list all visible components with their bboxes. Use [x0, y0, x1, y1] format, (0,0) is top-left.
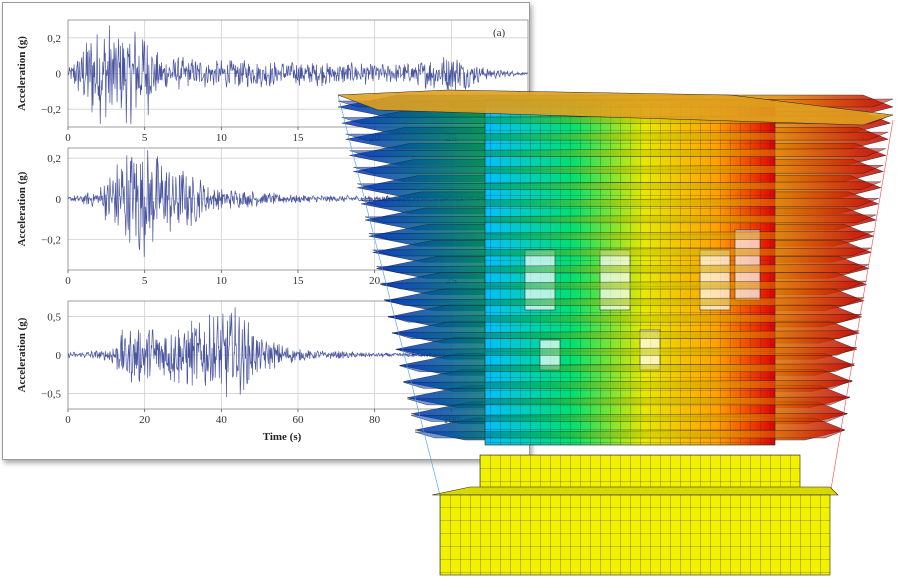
base-mesh	[440, 495, 830, 575]
floor-slab-edge	[361, 198, 879, 207]
floor-slab-edge	[364, 214, 877, 224]
floor-slab-edge	[368, 231, 874, 240]
floor-slab-edge	[345, 131, 889, 141]
x-tick-label: 0	[65, 275, 71, 287]
y-tick-label: −0,2	[41, 235, 61, 247]
building-mesh	[337, 89, 894, 576]
x-tick-label: 20	[139, 414, 151, 426]
x-tick-label: 20	[369, 275, 381, 287]
podium-mesh	[480, 455, 800, 490]
base-top	[431, 486, 839, 496]
floor-slab-edge	[411, 413, 848, 422]
outline-edge	[337, 94, 441, 496]
x-tick-label: 10	[216, 132, 228, 144]
x-axis-label: Time (s)	[263, 431, 302, 443]
floor-slab-edge	[391, 330, 860, 339]
y-tick-label: −0,5	[41, 389, 61, 401]
outline-edge	[829, 119, 894, 496]
x-tick-label: 40	[216, 414, 228, 426]
x-tick-label: 15	[293, 132, 305, 144]
x-tick-label: 5	[142, 132, 148, 144]
floor-slab-edge	[407, 396, 850, 406]
floor-slab-edge	[357, 181, 882, 190]
y-tick-label: 0,5	[47, 311, 61, 323]
x-tick-label: 0	[65, 132, 71, 144]
floor-slab-edge	[380, 280, 867, 290]
floor-slab-edge	[395, 347, 858, 356]
x-tick-label: 5	[142, 275, 148, 287]
y-axis-label: Acceleration (g)	[16, 36, 28, 111]
floor-slab-edge	[353, 165, 884, 174]
x-tick-label: 15	[293, 275, 305, 287]
x-tick-label: 60	[293, 414, 305, 426]
floor-slab-edge	[387, 313, 862, 323]
x-tick-label: 10	[216, 275, 228, 287]
y-axis-label: Acceleration (g)	[16, 317, 28, 392]
floor-slab-edge	[384, 297, 865, 306]
y-tick-label: −0,2	[41, 104, 61, 116]
y-tick-label: 0	[56, 194, 62, 206]
floor-slab-edge	[414, 429, 846, 439]
panel-label: (a)	[493, 27, 506, 39]
floor-slab-edge	[349, 148, 886, 157]
y-tick-label: 0,2	[47, 33, 61, 45]
acceleration-series	[67, 25, 528, 125]
floor-slab-edge	[399, 363, 855, 372]
y-tick-label: 0,2	[47, 153, 61, 165]
x-tick-label: 0	[65, 414, 71, 426]
x-tick-label: 80	[369, 414, 381, 426]
roof	[337, 89, 894, 126]
floor-slab-edge	[376, 264, 870, 273]
y-tick-label: 0	[56, 69, 62, 81]
floor-slab-edge	[403, 380, 853, 389]
y-tick-label: 0	[56, 350, 62, 362]
y-axis-label: Acceleration (g)	[16, 171, 28, 246]
floor-slab-edge	[372, 247, 872, 257]
